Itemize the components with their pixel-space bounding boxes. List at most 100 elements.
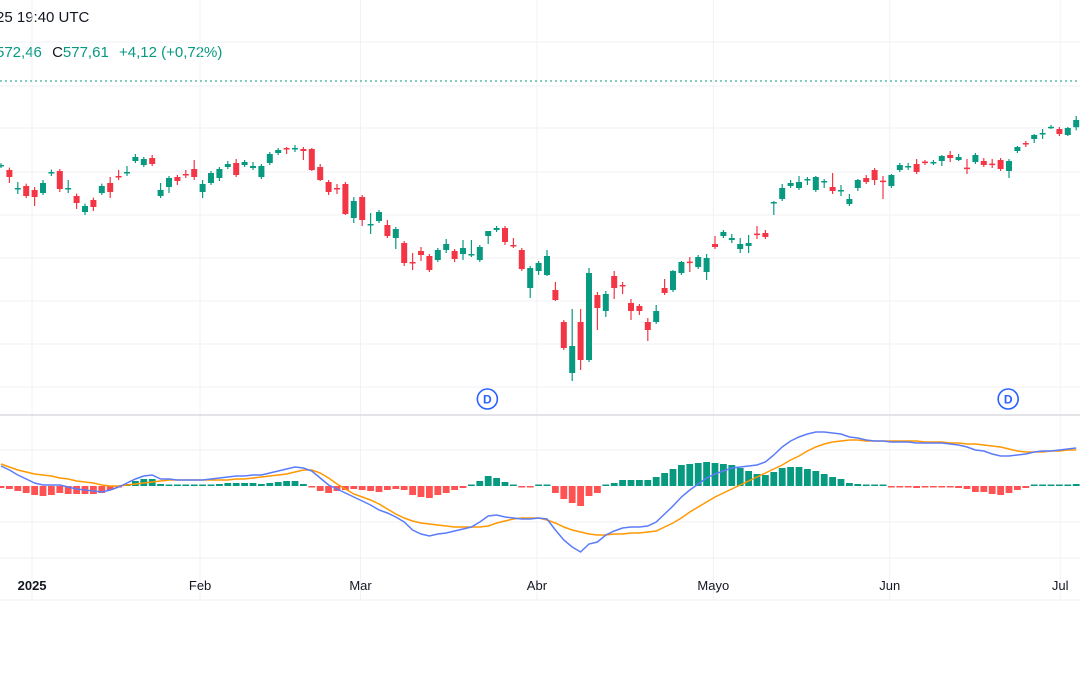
- candle-body: [518, 250, 525, 269]
- candle-body: [90, 200, 97, 207]
- candle-body: [644, 322, 651, 330]
- dividend-marker[interactable]: D: [476, 388, 499, 410]
- candle-body: [191, 169, 198, 177]
- histogram-bar: [1022, 486, 1030, 488]
- histogram-bar: [98, 486, 106, 493]
- histogram-bar: [308, 486, 316, 488]
- histogram-bar: [1064, 484, 1072, 486]
- candle: [737, 238, 744, 253]
- candle: [670, 270, 676, 292]
- candle-body: [796, 182, 802, 188]
- histogram-bar: [988, 486, 996, 494]
- histogram-bar: [526, 486, 534, 488]
- macd-line: [0, 431, 1077, 553]
- histogram-bar: [400, 486, 408, 490]
- candle: [6, 167, 13, 183]
- candle: [73, 193, 80, 209]
- candle-body: [905, 166, 912, 168]
- candle-body: [838, 190, 844, 192]
- histogram-bar: [627, 480, 635, 486]
- dividend-icon: [997, 388, 1019, 410]
- histogram-bar: [619, 480, 626, 486]
- bar-datetime: 25 19:40 UTC: [0, 9, 90, 26]
- histogram-bar: [795, 467, 803, 486]
- histogram-bar: [837, 479, 845, 486]
- candle-body: [23, 186, 30, 196]
- candle-body: [334, 188, 340, 190]
- histogram-bar: [510, 484, 517, 486]
- candle-body: [451, 251, 458, 259]
- candle-body: [48, 172, 55, 174]
- candle-body: [880, 180, 886, 183]
- histogram-bar: [106, 486, 114, 490]
- candle: [846, 194, 853, 206]
- candle-body: [980, 161, 987, 165]
- histogram-bar: [501, 482, 509, 486]
- candle: [90, 197, 97, 211]
- candle-body: [132, 157, 139, 161]
- candle-body: [40, 183, 46, 193]
- time-axis[interactable]: 2025 Feb Mar Abr Mayo Jun Jul: [18, 578, 1069, 593]
- candle: [1014, 146, 1021, 153]
- histogram-bar: [862, 484, 870, 486]
- histogram-bar: [602, 484, 610, 486]
- candle: [493, 226, 500, 232]
- histogram-bar: [216, 484, 223, 486]
- histogram-bar: [644, 480, 652, 486]
- candle-body: [468, 254, 475, 256]
- candle-body: [233, 163, 240, 175]
- candle-body: [292, 148, 298, 150]
- candle-body: [955, 157, 962, 160]
- candle-body: [964, 167, 970, 170]
- histogram-bar: [1005, 486, 1013, 493]
- candle-body: [770, 202, 777, 204]
- candle: [812, 176, 819, 192]
- candle-body: [82, 206, 88, 212]
- candle-body: [157, 190, 164, 196]
- candle-body: [812, 177, 819, 190]
- candle-body: [166, 178, 172, 187]
- candle: [275, 148, 282, 155]
- candle: [947, 151, 954, 162]
- candle: [1031, 134, 1038, 143]
- candle: [208, 171, 214, 185]
- histogram-bar: [442, 486, 450, 493]
- histogram-bar: [745, 471, 752, 486]
- candle: [258, 164, 265, 179]
- candle-body: [930, 162, 937, 164]
- candle: [1064, 127, 1071, 136]
- histogram-bar: [980, 486, 988, 492]
- candle-body: [745, 243, 752, 246]
- candle-body: [98, 186, 105, 193]
- candle-body: [65, 188, 72, 190]
- histogram-bar: [778, 468, 786, 486]
- candle-body: [376, 212, 382, 221]
- dividend-marker[interactable]: D: [997, 388, 1019, 410]
- candle: [880, 176, 886, 199]
- candle: [40, 180, 46, 195]
- candle-body: [502, 228, 508, 242]
- candle-body: [31, 190, 38, 197]
- candle: [703, 254, 710, 280]
- candle-body: [552, 290, 559, 300]
- histogram-bar: [888, 486, 895, 488]
- candle-body: [401, 243, 408, 263]
- candle: [149, 155, 156, 166]
- candle: [611, 271, 618, 299]
- candle: [754, 226, 760, 239]
- histogram-bar: [946, 486, 954, 488]
- candle: [1073, 116, 1080, 131]
- candle-body: [611, 276, 618, 288]
- candle: [434, 248, 441, 262]
- histogram-bar: [577, 486, 584, 506]
- histogram-bar: [325, 486, 332, 493]
- histogram-bar: [190, 484, 198, 486]
- histogram-bar: [518, 486, 526, 488]
- candle-body: [174, 177, 181, 181]
- histogram-bar: [669, 469, 677, 486]
- candle: [199, 180, 206, 198]
- candle-body: [754, 233, 760, 236]
- candle-body: [1022, 143, 1029, 145]
- histogram-bar: [804, 469, 811, 486]
